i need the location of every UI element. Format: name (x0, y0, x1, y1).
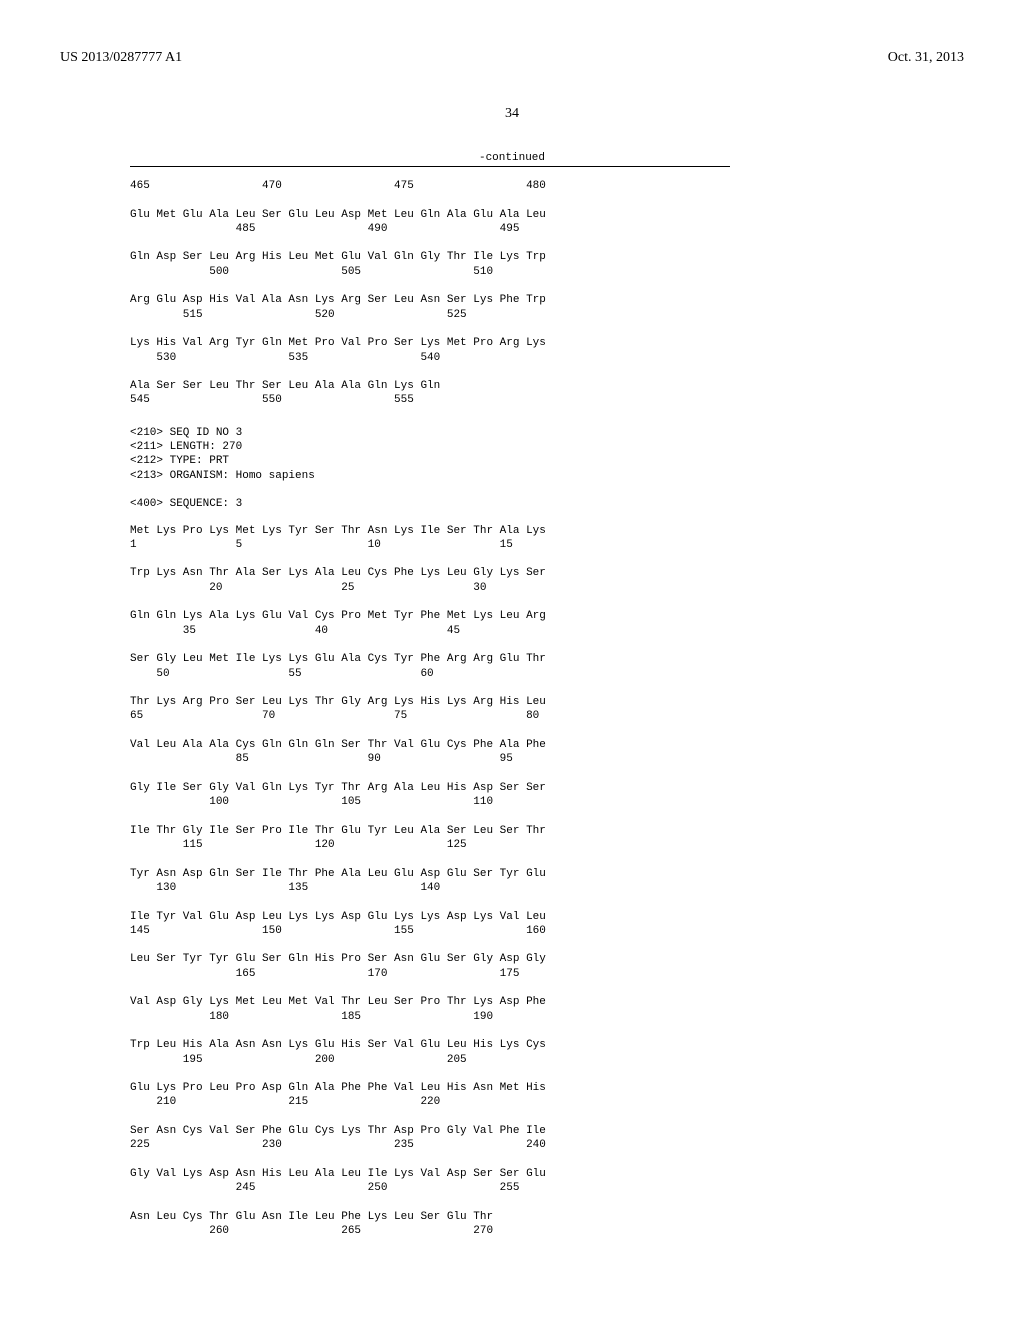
sequence-block-top: 465 470 475 480 Glu Met Glu Ala Leu Ser … (130, 179, 964, 408)
sequence-metadata: <210> SEQ ID NO 3 <211> LENGTH: 270 <212… (130, 426, 964, 512)
section-divider (130, 166, 730, 167)
sequence-block-bottom: Met Lys Pro Lys Met Lys Tyr Ser Thr Asn … (130, 524, 964, 1239)
patent-number: US 2013/0287777 A1 (60, 50, 182, 66)
patent-date: Oct. 31, 2013 (888, 50, 964, 66)
page-header: US 2013/0287777 A1 Oct. 31, 2013 (60, 50, 964, 66)
continued-label: -continued (60, 152, 964, 164)
page-number: 34 (60, 106, 964, 122)
